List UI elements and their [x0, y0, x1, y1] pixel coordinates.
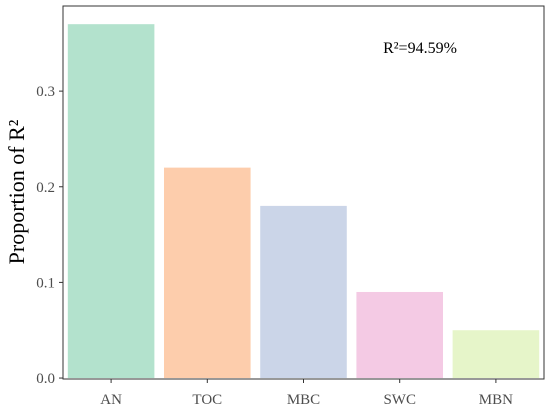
x-tick-label-an: AN [100, 392, 122, 408]
y-tick-label: 0.0 [36, 371, 55, 387]
bar-mbc [260, 205, 347, 379]
y-axis-title: Proportion of R² [4, 119, 29, 264]
x-tick-label-mbc: MBC [287, 392, 320, 408]
bars-group [67, 24, 540, 379]
x-tick-label-toc: TOC [192, 392, 222, 408]
bar-an [67, 24, 155, 379]
x-axis: AN TOC MBC SWC MBN [100, 379, 513, 408]
y-axis: 0.0 0.1 0.2 0.3 [36, 84, 63, 387]
bar-swc [356, 291, 443, 379]
r-squared-annotation: R²=94.59% [383, 40, 457, 57]
x-tick-label-swc: SWC [383, 392, 416, 408]
y-tick-label: 0.3 [36, 84, 55, 100]
bar-mbn [452, 330, 540, 379]
x-tick-label-mbn: MBN [479, 392, 513, 408]
bar-toc [164, 167, 251, 379]
y-tick-label: 0.2 [36, 180, 55, 196]
y-tick-label: 0.1 [36, 275, 55, 291]
